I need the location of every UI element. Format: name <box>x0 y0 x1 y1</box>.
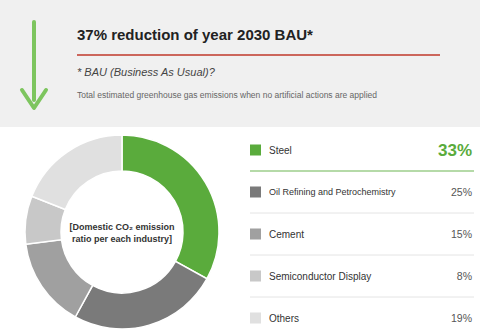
legend-label: Semiconductor Display <box>269 271 371 282</box>
arrow-head <box>22 90 46 108</box>
chart-container: 37% reduction of year 2030 BAU* * BAU (Bu… <box>0 0 480 334</box>
legend-label: Cement <box>269 229 304 240</box>
donut-slice <box>75 261 207 329</box>
legend-value: 25% <box>451 186 472 198</box>
legend-swatch <box>250 187 261 198</box>
subtitle: * BAU (Business As Usual)? <box>77 66 216 78</box>
legend-label: Others <box>269 313 299 324</box>
legend-value: 8% <box>457 270 472 282</box>
legend-label: Steel <box>269 145 292 156</box>
chart: 37% reduction of year 2030 BAU* * BAU (Bu… <box>0 0 480 334</box>
title-underline <box>77 54 440 56</box>
legend-label: Oil Refining and Petrochemistry <box>269 187 396 197</box>
header-banner <box>0 0 480 127</box>
legend-swatch <box>250 229 261 240</box>
background <box>0 0 480 334</box>
center-text: [Domestic CO₂ emission ratio per each ind… <box>69 222 174 244</box>
legend-swatch <box>250 271 261 282</box>
donut-slice <box>122 135 219 279</box>
legend-separator <box>250 255 474 256</box>
legend-value: 15% <box>451 228 472 240</box>
donut-slice <box>26 240 93 317</box>
arrow <box>32 22 36 100</box>
legend-highlight <box>250 170 474 171</box>
donut-slice <box>32 135 122 210</box>
legend-separator <box>250 213 474 214</box>
legend: Steel 33% Oil Refining and Petrochemistry 2… <box>250 141 474 325</box>
legend-value: 19% <box>451 312 472 324</box>
center-text-line: [Domestic CO₂ emission <box>69 222 174 232</box>
legend-separator <box>250 297 474 298</box>
legend-swatch <box>250 145 261 156</box>
legend-value: 33% <box>438 141 472 160</box>
title: 37% reduction of year 2030 BAU* <box>77 26 313 43</box>
donut <box>25 135 219 329</box>
legend-swatch <box>250 313 261 324</box>
center-text-line: ratio per each industry] <box>72 234 172 244</box>
annotation: Total estimated greenhouse gas emissions… <box>77 90 377 100</box>
